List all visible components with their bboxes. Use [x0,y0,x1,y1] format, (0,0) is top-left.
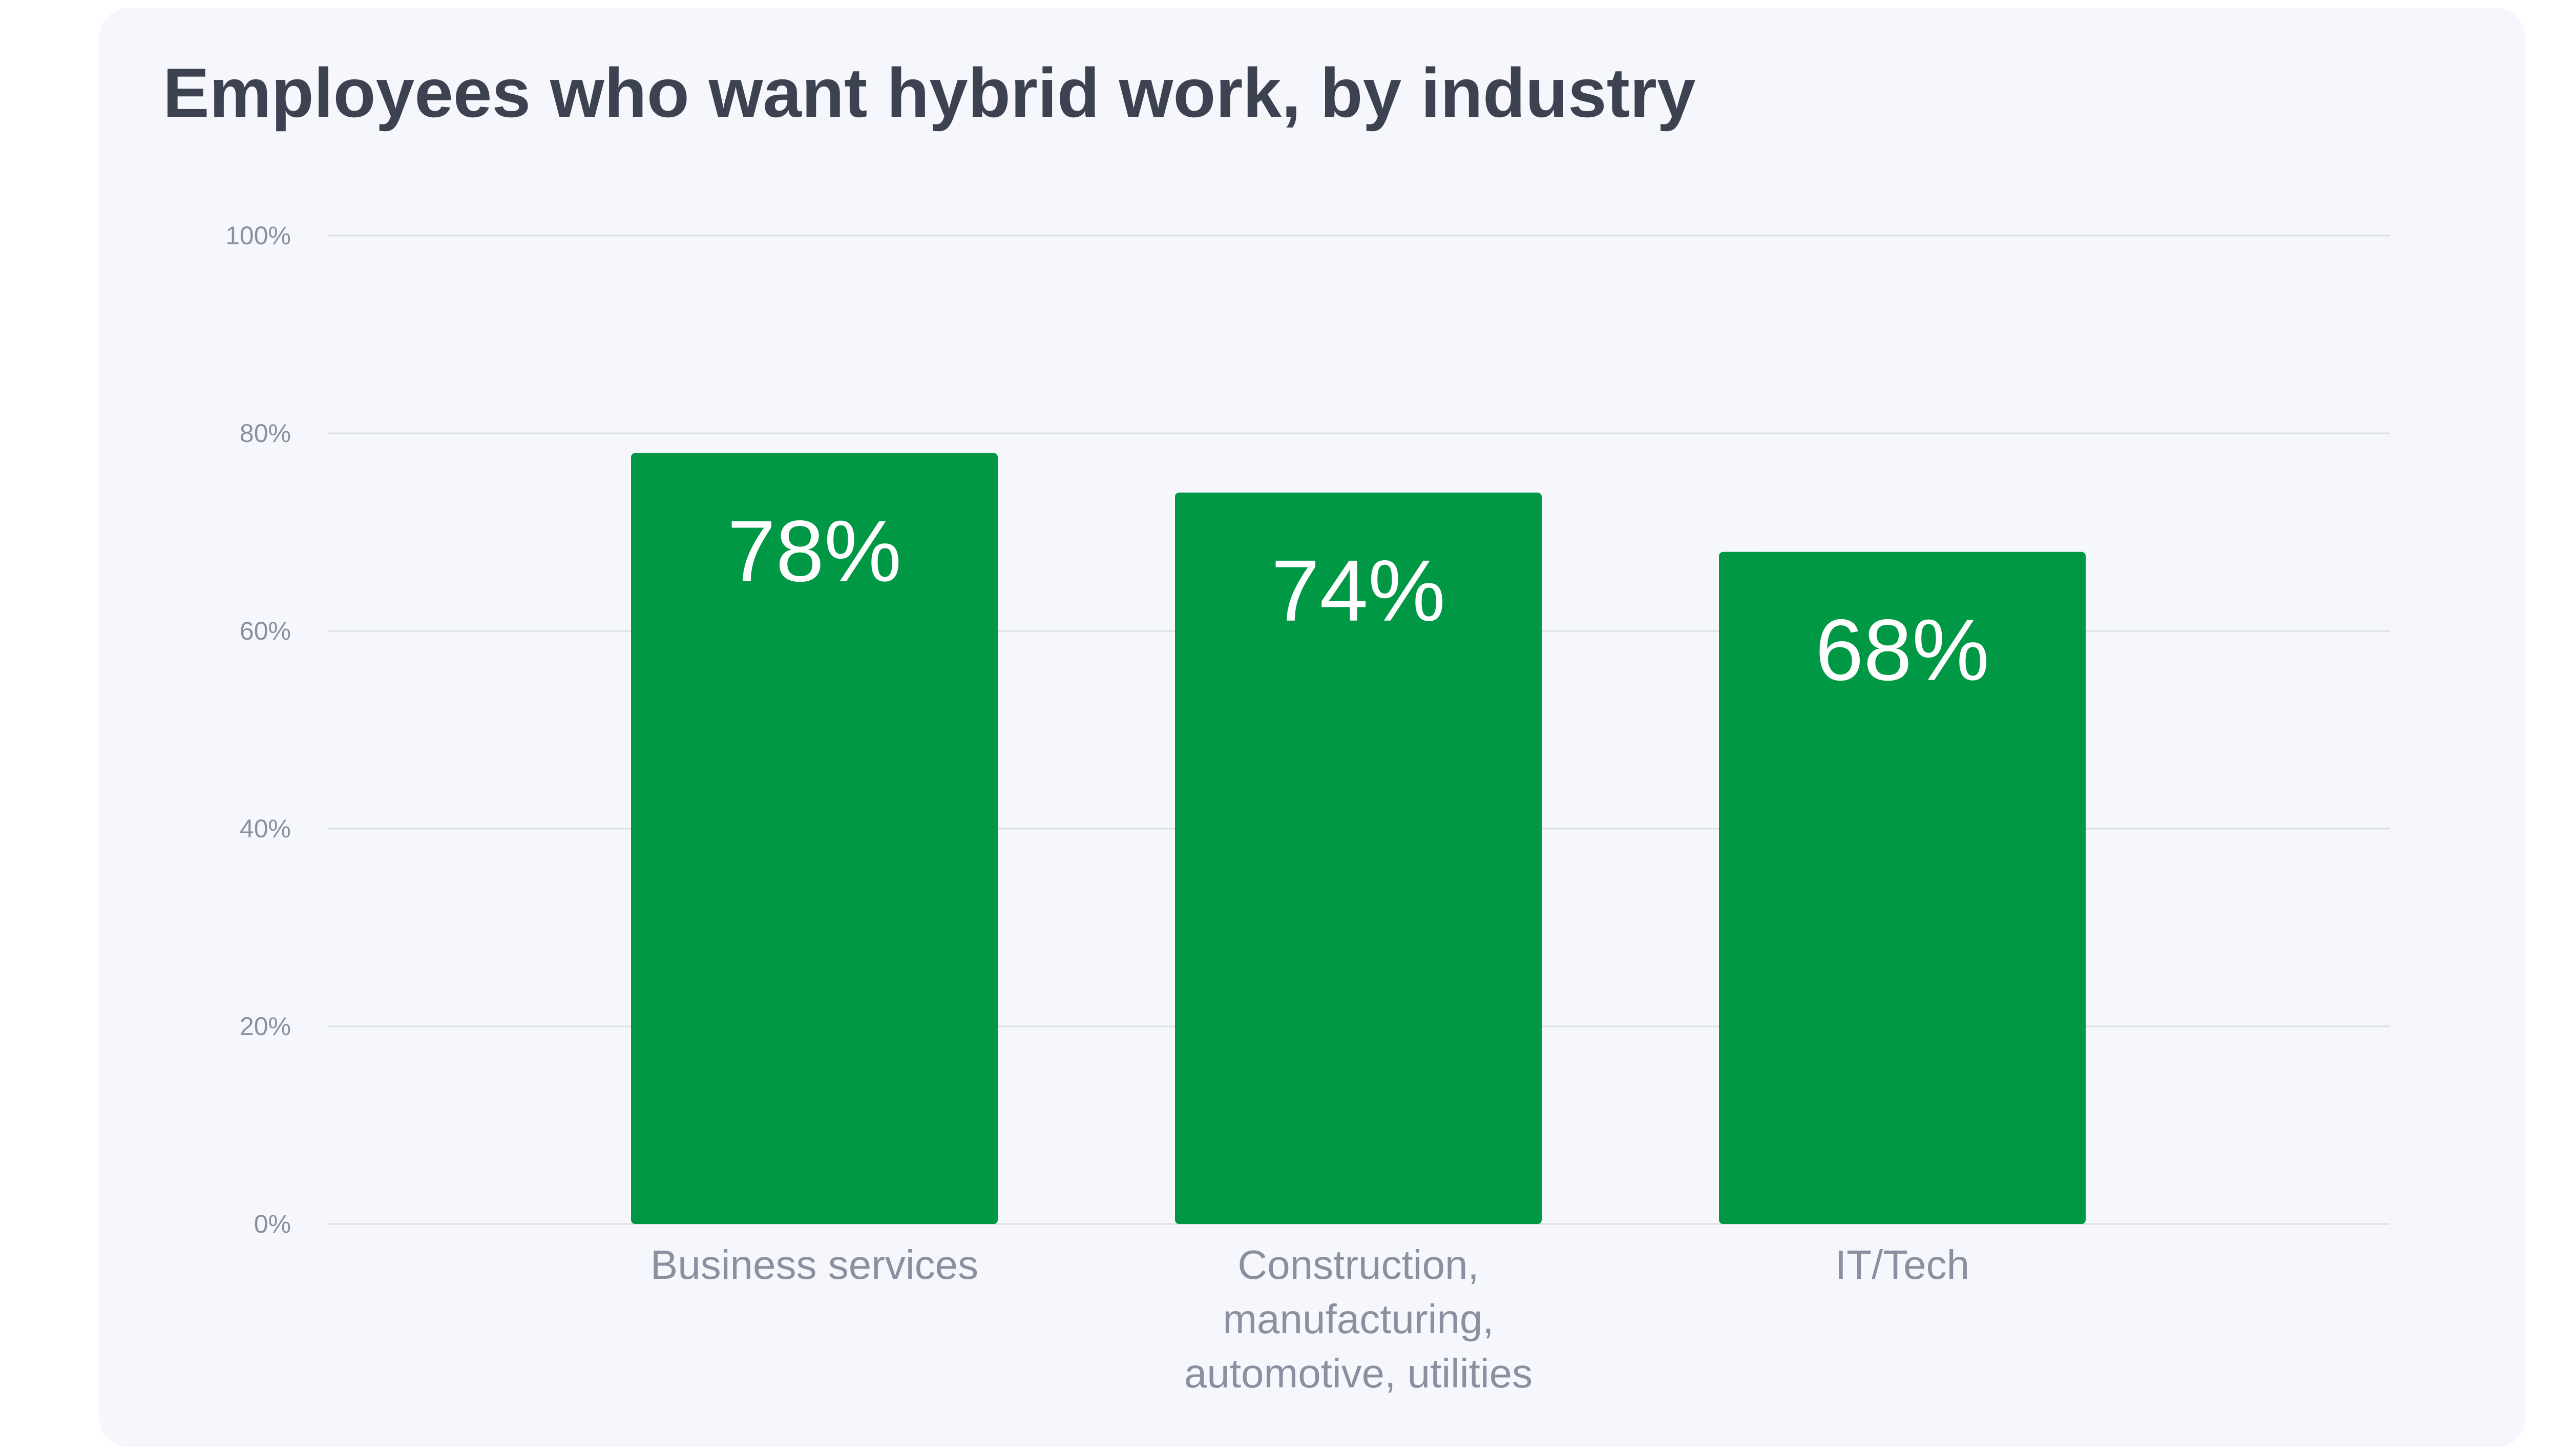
category-label: Construction, manufacturing, automotive, u… [1184,1242,1533,1396]
y-tick-label: 0% [254,1210,291,1238]
bar [1719,552,2086,1224]
y-tick-label: 80% [240,419,291,448]
y-tick-label: 40% [240,814,291,843]
bar-value-label: 68% [1815,602,1989,699]
category-labels: Business services Construction, manufactur… [650,1242,1969,1396]
chart-title: Employees who want hybrid work, by indus… [163,54,1696,132]
bars [631,453,2086,1224]
bar-value-labels: 78% 74% 68% [727,503,1989,699]
category-label-line: Business services [650,1242,978,1288]
bar-value-label: 74% [1271,542,1445,640]
y-tick-label: 100% [225,221,291,250]
bar [631,453,998,1224]
bar-value-label: 78% [727,503,901,600]
category-label: IT/Tech [1835,1242,1969,1288]
category-label-line: IT/Tech [1835,1242,1969,1288]
y-axis-ticks: 0% 20% 40% 60% 80% 100% [225,221,291,1238]
category-label: Business services [650,1242,978,1288]
category-label-line: manufacturing, [1223,1296,1494,1342]
y-tick-label: 60% [240,617,291,645]
y-tick-label: 20% [240,1012,291,1041]
bar [1175,492,1542,1224]
category-label-line: automotive, utilities [1184,1351,1533,1396]
category-label-line: Construction, [1237,1242,1479,1288]
